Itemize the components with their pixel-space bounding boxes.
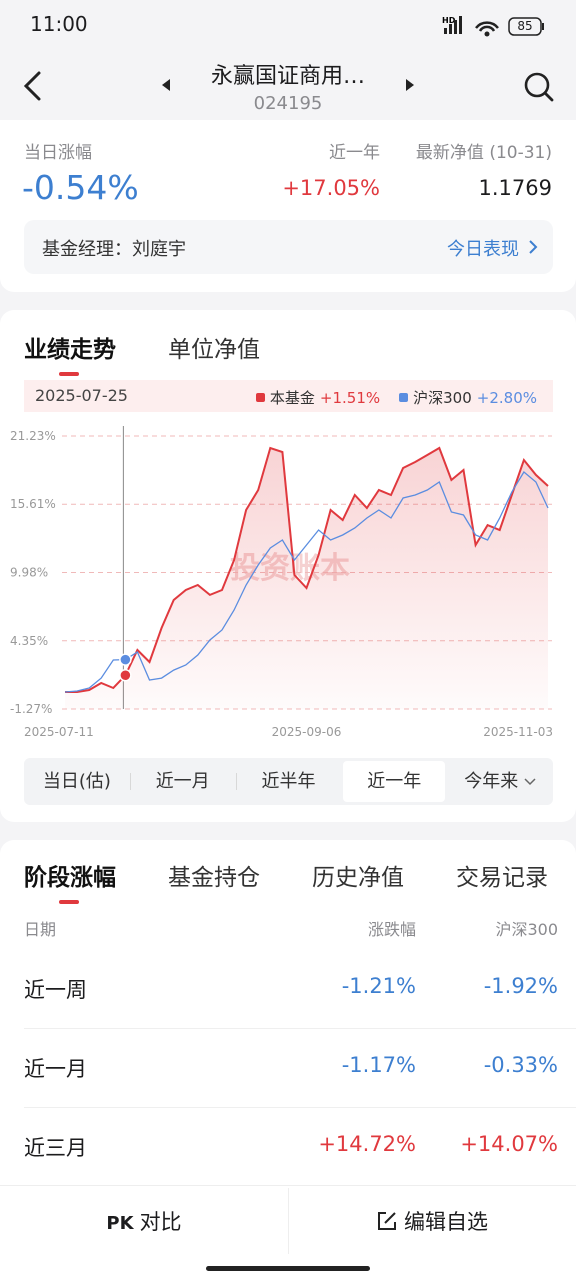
- selected-point: [119, 653, 132, 666]
- daily-change: -0.54%: [22, 168, 139, 207]
- y-tick-label: 15.61%: [10, 497, 56, 511]
- tab-divider: [129, 773, 131, 790]
- latest-nav: 1.1769: [478, 176, 552, 200]
- summary-label: 最新净值 (10-31): [415, 143, 552, 163]
- battery-level: 85: [517, 19, 533, 33]
- chevron: [529, 240, 538, 254]
- compare-label: 对比: [139, 1210, 182, 1234]
- home-indicator: [206, 1266, 370, 1271]
- area: [65, 448, 548, 709]
- section-tab[interactable]: 阶段涨幅: [24, 858, 116, 904]
- stage-card: 阶段涨幅 基金持仓 历史净值 交易记录 日期 涨跌幅 沪深300 近一周 -1.2…: [0, 840, 576, 1185]
- range-tabs: 当日(估) 近一月 近半年 近一年 今年来: [24, 758, 553, 805]
- y-tick-label: 4.35%: [10, 634, 48, 648]
- y-tick-label: 9.98%: [10, 566, 48, 580]
- svg-text:HD: HD: [442, 16, 456, 25]
- x-tick-label: 2025-11-03: [483, 725, 553, 739]
- row-label: 近一月: [24, 1057, 87, 1081]
- summary-label: 当日涨幅: [24, 143, 92, 163]
- status-icons: HD: [442, 16, 544, 37]
- legend-name: 沪深300: [413, 389, 472, 407]
- row-value: -1.21%: [341, 974, 416, 998]
- search-button[interactable]: [522, 70, 556, 104]
- x-tick-label: 2025-09-06: [272, 725, 342, 739]
- summary-card: 当日涨幅 近一年 最新净值 (10-31) -0.54% +17.05% 1.1…: [0, 120, 576, 292]
- section-tab[interactable]: 基金持仓: [168, 865, 260, 891]
- year-change: +17.05%: [282, 176, 380, 200]
- table-header: 日期: [24, 920, 57, 939]
- bottom-bar: PK 对比 编辑自选: [0, 1185, 576, 1280]
- table-row: 近三月 +14.72% +14.07%: [0, 1128, 576, 1168]
- section-tab[interactable]: 交易记录: [456, 865, 548, 891]
- legend-value: +1.51%: [319, 388, 381, 407]
- legend-value: +2.80%: [476, 388, 537, 407]
- row-label: 近三月: [24, 1136, 87, 1160]
- range-tab[interactable]: 近一月: [155, 771, 210, 792]
- row-divider: [24, 1028, 576, 1029]
- legend: 本基金 +1.51% 沪深300 +2.80%: [255, 387, 537, 408]
- row-value: +14.72%: [318, 1132, 416, 1156]
- row-value: -0.33%: [483, 1053, 558, 1077]
- table-header: 沪深300: [495, 920, 558, 939]
- prev-fund[interactable]: [160, 78, 172, 92]
- manager-label: 基金经理：刘庭宇: [42, 239, 186, 260]
- manager-box[interactable]: 基金经理：刘庭宇 今日表现: [24, 220, 553, 274]
- table-row: 近一月 -1.17% -0.33%: [0, 1049, 576, 1089]
- compare-button[interactable]: PK 对比: [106, 1210, 182, 1234]
- back-button[interactable]: [20, 70, 46, 102]
- fund-code-text: 024195: [253, 93, 323, 114]
- status-time: 11:00: [30, 12, 88, 36]
- table-row: 近一周 -1.21% -1.92%: [0, 970, 576, 1010]
- chart-tab[interactable]: 业绩走势: [24, 330, 116, 376]
- chart-tab[interactable]: 单位净值: [168, 337, 260, 363]
- summary-label: 近一年: [329, 143, 380, 163]
- row-label: 近一周: [24, 978, 87, 1002]
- y-tick-label: -1.27%: [10, 702, 52, 716]
- today-link[interactable]: 今日表现: [447, 239, 519, 260]
- x-tick-label: 2025-07-11: [24, 725, 94, 739]
- legend-name: 本基金: [269, 389, 315, 407]
- selected-point: [119, 669, 132, 682]
- watchlist-button[interactable]: 编辑自选: [288, 1206, 576, 1236]
- fund-title: 永赢国证商用…: [210, 64, 365, 89]
- watchlist-label: 编辑自选: [404, 1210, 488, 1234]
- row-value: +14.07%: [460, 1132, 558, 1156]
- chart-card: 业绩走势 单位净值 2025-07-25 本基金 +1.51% 沪深300 +2.80…: [0, 310, 576, 822]
- legend-swatch: [255, 393, 265, 402]
- row-value: -1.17%: [341, 1053, 416, 1077]
- range-tab[interactable]: 近半年: [261, 771, 316, 792]
- chevron-down: [524, 778, 536, 786]
- section-tab[interactable]: 历史净值: [312, 865, 404, 891]
- selected-date: 2025-07-25: [35, 386, 128, 405]
- range-tab[interactable]: 今年来: [447, 758, 553, 805]
- table-header: 涨跌幅: [367, 920, 416, 939]
- edit-icon: [378, 1212, 396, 1230]
- line: [64, 471, 549, 693]
- line: [65, 446, 549, 693]
- next-fund[interactable]: [404, 78, 416, 92]
- tab-divider: [235, 773, 237, 790]
- y-tick-label: 21.23%: [10, 429, 56, 443]
- legend-swatch: [399, 393, 409, 402]
- range-tab[interactable]: 当日(估): [42, 771, 111, 792]
- range-tab[interactable]: 近一年: [343, 761, 446, 802]
- fund-code: 024195: [176, 93, 400, 114]
- row-value: -1.92%: [483, 974, 558, 998]
- row-divider: [24, 1107, 576, 1108]
- legend-bar: 2025-07-25 本基金 +1.51% 沪深300 +2.80%: [24, 380, 553, 412]
- chart: 投资账本21.23%15.61%9.98%4.35%-1.27%2025-07-…: [10, 426, 553, 739]
